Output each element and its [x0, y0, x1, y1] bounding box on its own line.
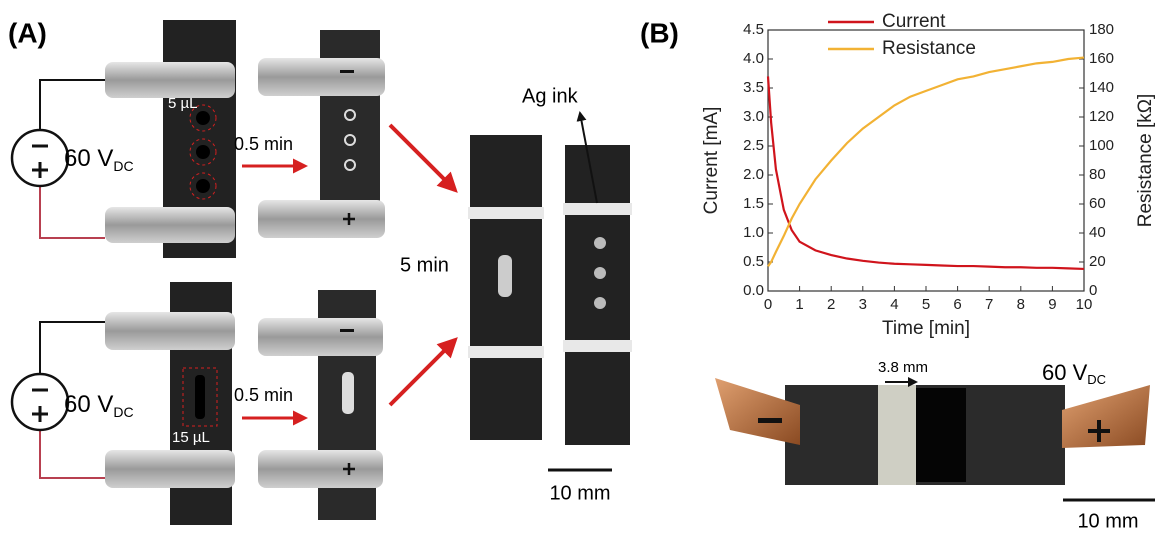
voltage-label: 60 VDC [64, 391, 134, 419]
y2-tick-label: 160 [1089, 50, 1114, 67]
y2-tick-label: 20 [1089, 253, 1106, 270]
clamp [258, 200, 385, 238]
residue [498, 255, 512, 297]
y2-tick-label: 100 [1089, 137, 1114, 154]
y2-tick-label: 0 [1089, 282, 1097, 299]
x-tick-label: 6 [953, 296, 961, 313]
x-tick-label: 7 [985, 296, 993, 313]
y-tick-label: 1.5 [743, 195, 764, 212]
ag-region [878, 385, 916, 485]
drop [196, 145, 210, 159]
legend-label: Resistance [882, 38, 976, 59]
volume-label: 5 µL [168, 95, 198, 112]
series-line [768, 76, 1084, 269]
volume-label: 15 µL [172, 429, 210, 446]
x-tick-label: 1 [795, 296, 803, 313]
clamp [258, 450, 383, 488]
wire [40, 430, 105, 478]
bottom-setup: 15 µL 60 VDC 0.5 min [12, 282, 383, 525]
voltage-label: 60 VDC [1042, 360, 1106, 388]
clamp [258, 58, 385, 96]
ag-line [563, 340, 632, 352]
clamp [105, 312, 235, 350]
gap-label: 3.8 mm [878, 359, 928, 376]
x-tick-label: 9 [1048, 296, 1056, 313]
scale-label: 10 mm [549, 482, 610, 504]
ink-label: Ag ink [522, 85, 579, 107]
residue [594, 237, 606, 249]
time-label: 0.5 min [234, 134, 293, 154]
y-tick-label: 0.5 [743, 253, 764, 270]
y-tick-label: 2.0 [743, 166, 764, 183]
panel-label: (B) [640, 17, 679, 48]
drop [196, 111, 210, 125]
y-tick-label: 4.0 [743, 50, 764, 67]
clamp [258, 318, 383, 356]
y-tick-label: 2.5 [743, 137, 764, 154]
wire [40, 186, 105, 238]
strip [565, 145, 630, 445]
minus-sign [758, 418, 782, 423]
drop [195, 375, 205, 419]
top-setup: 5 µL 60 VDC 0.5 min [12, 20, 385, 258]
residue [594, 267, 606, 279]
device-photo [715, 378, 1150, 485]
y2-tick-label: 120 [1089, 108, 1114, 125]
time-label: 5 min [400, 254, 449, 276]
y2-tick-label: 80 [1089, 166, 1106, 183]
y2-tick-label: 40 [1089, 224, 1106, 241]
x-tick-label: 3 [859, 296, 867, 313]
y2-tick-label: 180 [1089, 21, 1114, 38]
time-label: 0.5 min [234, 385, 293, 405]
wire [40, 80, 105, 130]
ag-line [468, 207, 544, 219]
clamp [105, 207, 235, 243]
scale-label: 10 mm [1077, 510, 1138, 532]
ag-line [468, 346, 544, 358]
x-tick-label: 5 [922, 296, 930, 313]
x-tick-label: 2 [827, 296, 835, 313]
voltage-label: 60 VDC [64, 145, 134, 173]
panel-label: (A) [8, 17, 47, 48]
legend-label: Current [882, 11, 946, 32]
series-line [768, 58, 1084, 267]
y-axis-label: Current [mA] [701, 107, 722, 215]
y2-tick-label: 140 [1089, 79, 1114, 96]
y-tick-label: 1.0 [743, 224, 764, 241]
residue [342, 372, 354, 414]
arrow [390, 340, 455, 405]
arrow [390, 125, 455, 190]
plot-frame [768, 30, 1084, 291]
x-axis-label: Time [min] [882, 318, 970, 339]
y2-tick-label: 60 [1089, 195, 1106, 212]
minus-sign [340, 70, 354, 73]
y-tick-label: 3.0 [743, 108, 764, 125]
x-tick-label: 8 [1017, 296, 1025, 313]
clamp [105, 450, 235, 488]
residue [594, 297, 606, 309]
y-tick-label: 4.5 [743, 21, 764, 38]
x-tick-label: 0 [764, 296, 772, 313]
drop [196, 179, 210, 193]
wire [40, 322, 105, 374]
y-tick-label: 3.5 [743, 79, 764, 96]
clamp [105, 62, 235, 98]
minus-sign [340, 329, 354, 332]
y2-axis-label: Resistance [kΩ] [1135, 94, 1156, 228]
ag-line [563, 203, 632, 215]
y-tick-label: 0.0 [743, 282, 764, 299]
x-tick-label: 4 [890, 296, 898, 313]
clamp [1062, 385, 1150, 448]
film [916, 388, 966, 482]
figure: (A) 5 µL 60 VDC 0.5 min 15 µL [0, 0, 1162, 534]
